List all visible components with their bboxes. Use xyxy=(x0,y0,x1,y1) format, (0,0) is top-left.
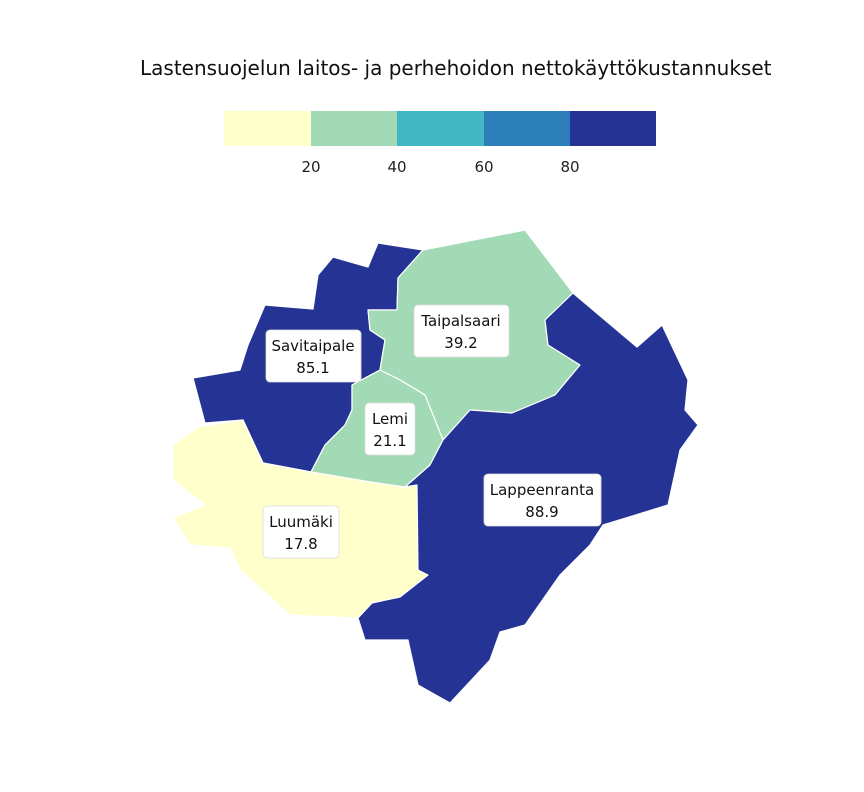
label-luumaki: Luumäki 17.8 xyxy=(262,505,340,559)
label-lappeenranta-name: Lappeenranta xyxy=(490,481,595,499)
label-lemi-value: 21.1 xyxy=(373,432,406,450)
label-taipalsaari: Taipalsaari 39.2 xyxy=(413,304,510,358)
label-taipalsaari-value: 39.2 xyxy=(444,334,477,352)
label-taipalsaari-name: Taipalsaari xyxy=(420,312,500,330)
label-lemi: Lemi 21.1 xyxy=(364,402,416,456)
map-title: Lastensuojelun laitos- ja perhehoidon ne… xyxy=(140,56,772,80)
label-savitaipale-value: 85.1 xyxy=(296,359,329,377)
label-savitaipale-name: Savitaipale xyxy=(271,337,354,355)
label-lappeenranta-value: 88.9 xyxy=(525,503,558,521)
label-savitaipale: Savitaipale 85.1 xyxy=(265,329,362,383)
label-luumaki-value: 17.8 xyxy=(284,535,317,553)
label-lemi-name: Lemi xyxy=(372,410,408,428)
label-lappeenranta: Lappeenranta 88.9 xyxy=(483,473,602,527)
label-luumaki-name: Luumäki xyxy=(269,513,333,531)
